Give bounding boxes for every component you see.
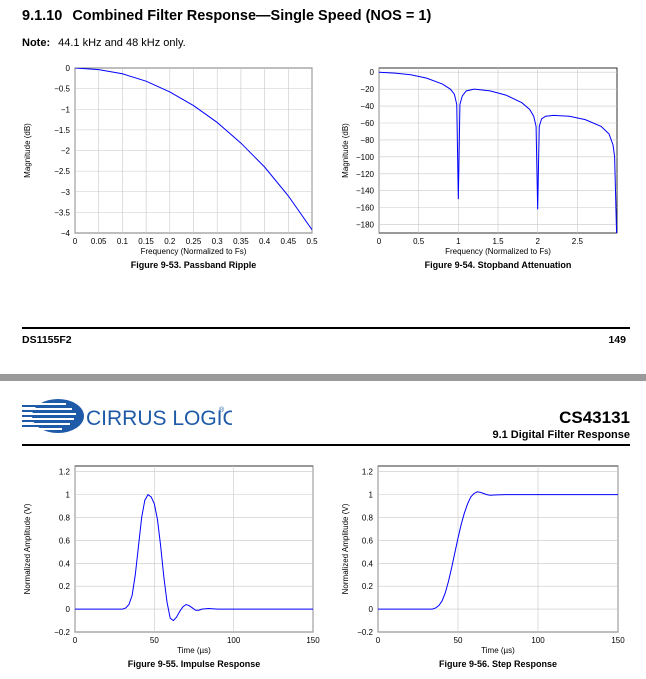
x-tick-label: 0 [376,636,381,645]
y-tick-label: −180 [356,221,375,230]
section-heading: 9.1.10 Combined Filter Response—Single Sp… [22,8,431,24]
y-tick-label: −40 [360,102,374,111]
cirrus-logic-logo: CIRRUS LOGIC ® [22,399,232,433]
x-tick-label: 0.35 [233,237,249,246]
x-axis-label: Time (µs) [481,646,515,655]
x-tick-label: 50 [150,636,159,645]
doc-id: CS43131 [559,408,630,427]
x-tick-label: 0.5 [413,237,425,246]
section-number: 9.1.10 [22,8,63,24]
y-tick-label: 0.4 [59,559,71,568]
y-tick-label: −2 [61,147,71,156]
figure-caption: Figure 9-53. Passband Ripple [131,260,257,270]
x-tick-label: 150 [611,636,625,645]
section-title: Combined Filter Response—Single Speed (N… [72,8,432,24]
y-tick-label: −1.5 [54,126,70,135]
y-tick-label: −20 [360,85,374,94]
x-tick-label: 0.1 [117,237,129,246]
x-tick-label: 50 [454,636,463,645]
figure-caption: Figure 9-56. Step Response [439,659,557,669]
y-axis-label: Magnitude (dB) [341,123,350,178]
x-tick-label: 0 [73,636,78,645]
x-tick-label: 2.5 [572,237,584,246]
x-tick-label: 150 [306,636,320,645]
y-tick-label: 0.8 [59,514,71,523]
plot-area [377,465,619,633]
y-tick-label: 1 [369,491,374,500]
figure-caption: Figure 9-54. Stopband Attenuation [425,260,572,270]
plot-area [74,465,314,633]
figure-caption: Figure 9-55. Impulse Response [128,659,261,669]
y-tick-label: 0.2 [59,582,71,591]
x-tick-label: 0 [377,237,382,246]
x-axis-label: Frequency (Normalized to Fs) [445,247,551,256]
x-tick-label: 0.3 [212,237,224,246]
note: Note: 44.1 kHz and 48 kHz only. [22,37,186,49]
data-line [75,493,313,622]
y-tick-label: −3 [61,188,71,197]
footer-rule [22,327,630,329]
x-tick-label: 2 [535,237,540,246]
y-tick-label: 0 [66,64,71,73]
y-tick-label: −160 [356,204,375,213]
y-tick-label: −100 [356,153,375,162]
y-tick-label: −140 [356,187,375,196]
logo-text: CIRRUS LOGIC [86,407,232,430]
y-tick-label: −1 [61,105,71,114]
passband-ripple-chart: 0 0.05 0.1 0.15 0.2 0.25 0.3 0.35 0.4 0.45 0.5 0 −0.… [23,64,318,270]
y-axis-label: Normalized Amplitude (V) [341,503,350,594]
note-text: 44.1 kHz and 48 kHz only. [58,37,186,49]
x-tick-label: 100 [531,636,545,645]
data-line [378,491,618,610]
y-axis-label: Normalized Amplitude (V) [23,503,32,594]
y-tick-label: 1.2 [59,468,71,477]
x-tick-label: 0.05 [91,237,107,246]
y-tick-label: −3.5 [54,208,70,217]
x-tick-label: 0.4 [259,237,271,246]
y-axis-label: Magnitude (dB) [23,123,32,178]
y-tick-label: 0.6 [362,536,374,545]
header-rule [22,444,630,446]
y-tick-label: 1.2 [362,468,374,477]
y-tick-label: −80 [360,136,374,145]
x-tick-label: 1 [456,237,461,246]
x-tick-label: 100 [227,636,241,645]
x-tick-label: 1.5 [492,237,504,246]
x-axis-label: Time (µs) [177,646,211,655]
note-label: Note: [22,37,51,49]
doc-section-ref: 9.1 Digital Filter Response [492,429,630,441]
footer-doc-code: DS1155F2 [22,334,72,346]
x-tick-label: 0 [73,237,78,246]
data-line [75,68,312,230]
logo-mark-icon [22,399,84,433]
x-tick-label: 0.25 [186,237,202,246]
y-tick-label: −0.2 [54,628,70,637]
y-tick-label: −2.5 [54,167,70,176]
y-tick-label: 0.4 [362,559,374,568]
y-tick-label: −0.2 [357,628,373,637]
x-tick-label: 0.2 [164,237,176,246]
x-axis-label: Frequency (Normalized to Fs) [141,247,247,256]
x-tick-label: 0.15 [138,237,154,246]
y-tick-label: −0.5 [54,85,70,94]
y-tick-label: −60 [360,119,374,128]
logo-registered-mark: ® [219,406,225,414]
y-tick-label: 0 [370,68,375,77]
y-tick-label: −4 [61,229,71,238]
y-tick-label: 0.8 [362,514,374,523]
y-tick-label: 0 [66,605,71,614]
x-tick-label: 0.5 [306,237,318,246]
y-tick-label: −120 [356,170,375,179]
y-tick-label: 0 [369,605,374,614]
x-tick-label: 0.45 [281,237,297,246]
page-separator [0,374,646,381]
y-tick-label: 1 [66,491,71,500]
footer-page-number: 149 [608,334,626,346]
data-line [379,71,617,233]
y-tick-label: 0.6 [59,536,71,545]
y-tick-label: 0.2 [362,582,374,591]
stopband-attenuation-chart: 0 0.5 1 1.5 2 2.5 0 −20 −40 −60 −80 −100 −120 −140 −16… [341,67,618,270]
